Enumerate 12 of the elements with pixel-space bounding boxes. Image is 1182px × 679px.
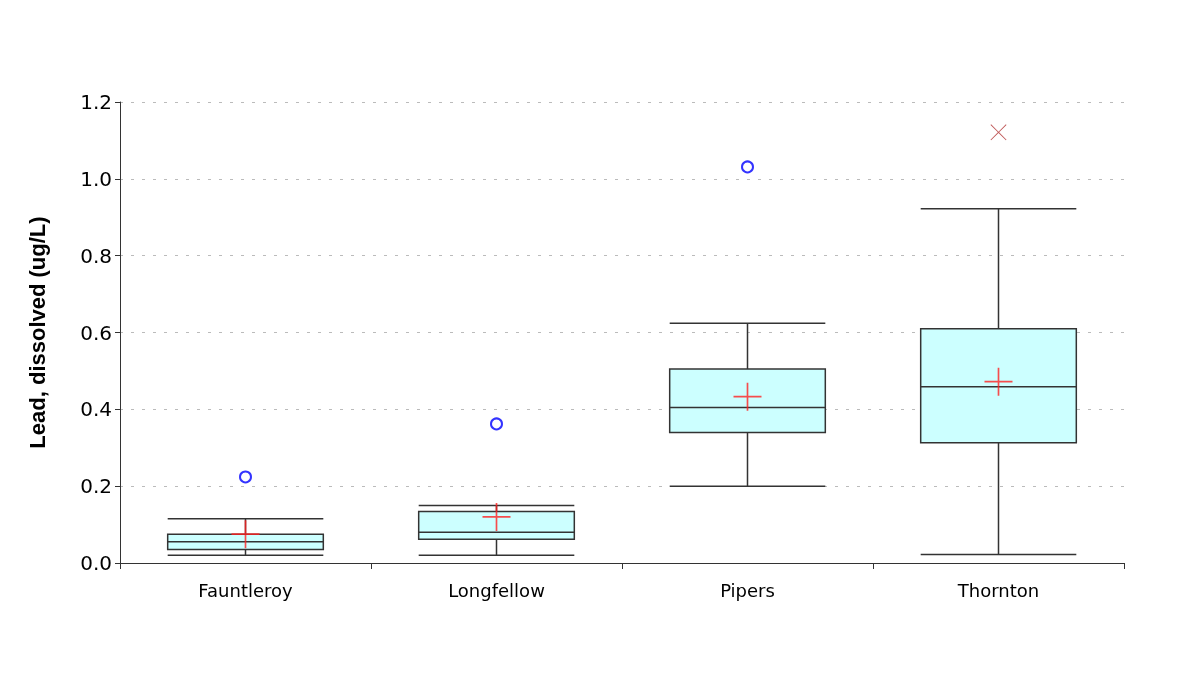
y-tick-label: 1.0 <box>80 166 112 191</box>
y-axis-title: Lead, dissolved (ug/L) <box>24 216 50 449</box>
y-tick-label: 0.6 <box>80 320 112 345</box>
y-tick-label: 0.4 <box>80 397 112 422</box>
y-tick-label: 0.2 <box>80 474 112 499</box>
y-tick-label: 0.8 <box>80 243 112 268</box>
x-tick-label: Fauntleroy <box>198 579 294 601</box>
x-tick-label: Longfellow <box>448 579 545 601</box>
x-tick-label: Thornton <box>956 579 1040 601</box>
y-tick-label: 1.2 <box>80 90 112 114</box>
x-tick-label: Pipers <box>720 579 775 601</box>
y-tick-label: 0.0 <box>80 551 112 575</box>
